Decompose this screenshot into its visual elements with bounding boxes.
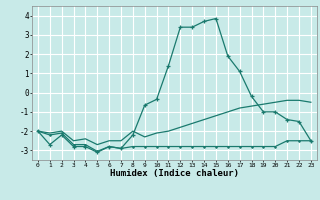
X-axis label: Humidex (Indice chaleur): Humidex (Indice chaleur)	[110, 169, 239, 178]
